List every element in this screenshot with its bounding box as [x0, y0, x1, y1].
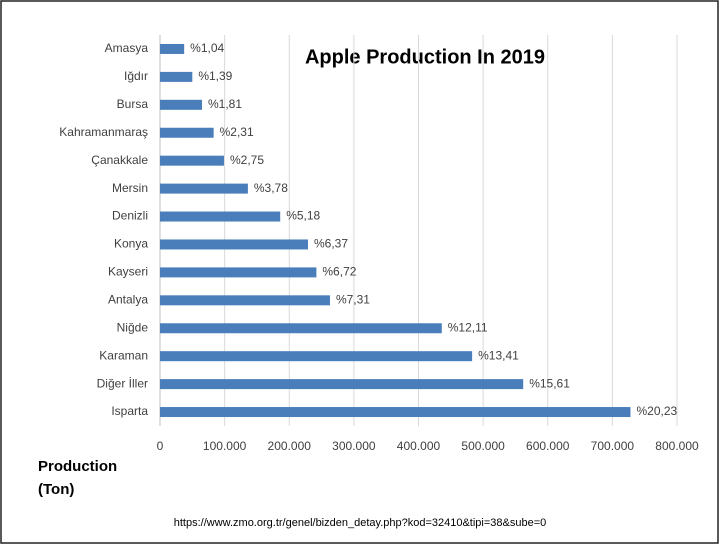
y-tick-label: Niğde [117, 320, 149, 334]
y-tick-label: Iğdır [124, 69, 148, 83]
x-axis-label: (Ton) [38, 481, 74, 498]
data-label: %12,11 [448, 320, 488, 334]
y-tick-label: Konya [114, 237, 148, 251]
y-tick-label: Mersin [112, 181, 148, 195]
x-axis-label: Production [38, 458, 117, 475]
bar [160, 379, 524, 390]
x-tick-label: 600.000 [526, 439, 570, 453]
data-label: %5,18 [286, 209, 320, 223]
bar [160, 295, 330, 306]
x-tick-label: 400.000 [397, 439, 441, 453]
data-label: %20,23 [636, 404, 677, 418]
data-label: %6,72 [322, 265, 356, 279]
x-tick-label: 500.000 [461, 439, 505, 453]
bar [160, 183, 248, 194]
x-tick-label: 0 [157, 439, 164, 453]
source: https://www.zmo.org.tr/genel/bizden_deta… [174, 517, 547, 529]
y-tick-label: Çanakkale [91, 153, 148, 167]
bar [160, 407, 631, 418]
x-tick-label: 100.000 [203, 439, 247, 453]
bar [160, 323, 442, 334]
data-label: %7,31 [336, 292, 370, 306]
bar [160, 99, 203, 110]
data-label: %2,31 [220, 125, 254, 139]
bar [160, 71, 193, 82]
data-label: %1,81 [208, 97, 242, 111]
data-label: %1,39 [198, 69, 232, 83]
bar [160, 211, 281, 222]
x-tick-label: 700.000 [591, 439, 635, 453]
y-tick-label: Karaman [99, 348, 148, 362]
bar [160, 351, 473, 362]
data-label: %15,61 [529, 376, 570, 390]
bar [160, 155, 224, 166]
chart-title: Apple Production In 2019 [305, 46, 545, 68]
y-tick-label: Denizli [112, 209, 148, 223]
data-label: %1,04 [190, 41, 224, 55]
y-tick-label: Kayseri [108, 265, 148, 279]
data-label: %2,75 [230, 153, 264, 167]
y-tick-label: Kahramanmaraş [59, 125, 148, 139]
bar [160, 267, 317, 278]
data-label: %3,78 [254, 181, 288, 195]
bar [160, 43, 185, 54]
data-label: %6,37 [314, 237, 348, 251]
y-tick-label: Isparta [111, 404, 148, 418]
y-tick-label: Antalya [108, 292, 148, 306]
x-tick-label: 300.000 [332, 439, 376, 453]
x-tick-label: 200.000 [268, 439, 312, 453]
bar [160, 239, 308, 250]
bar [160, 127, 214, 138]
x-tick-label: 800.000 [655, 439, 699, 453]
y-tick-label: Diğer İller [97, 376, 148, 390]
y-tick-label: Bursa [117, 97, 149, 111]
y-tick-label: Amasya [105, 41, 149, 55]
data-label: %13,41 [478, 348, 519, 362]
